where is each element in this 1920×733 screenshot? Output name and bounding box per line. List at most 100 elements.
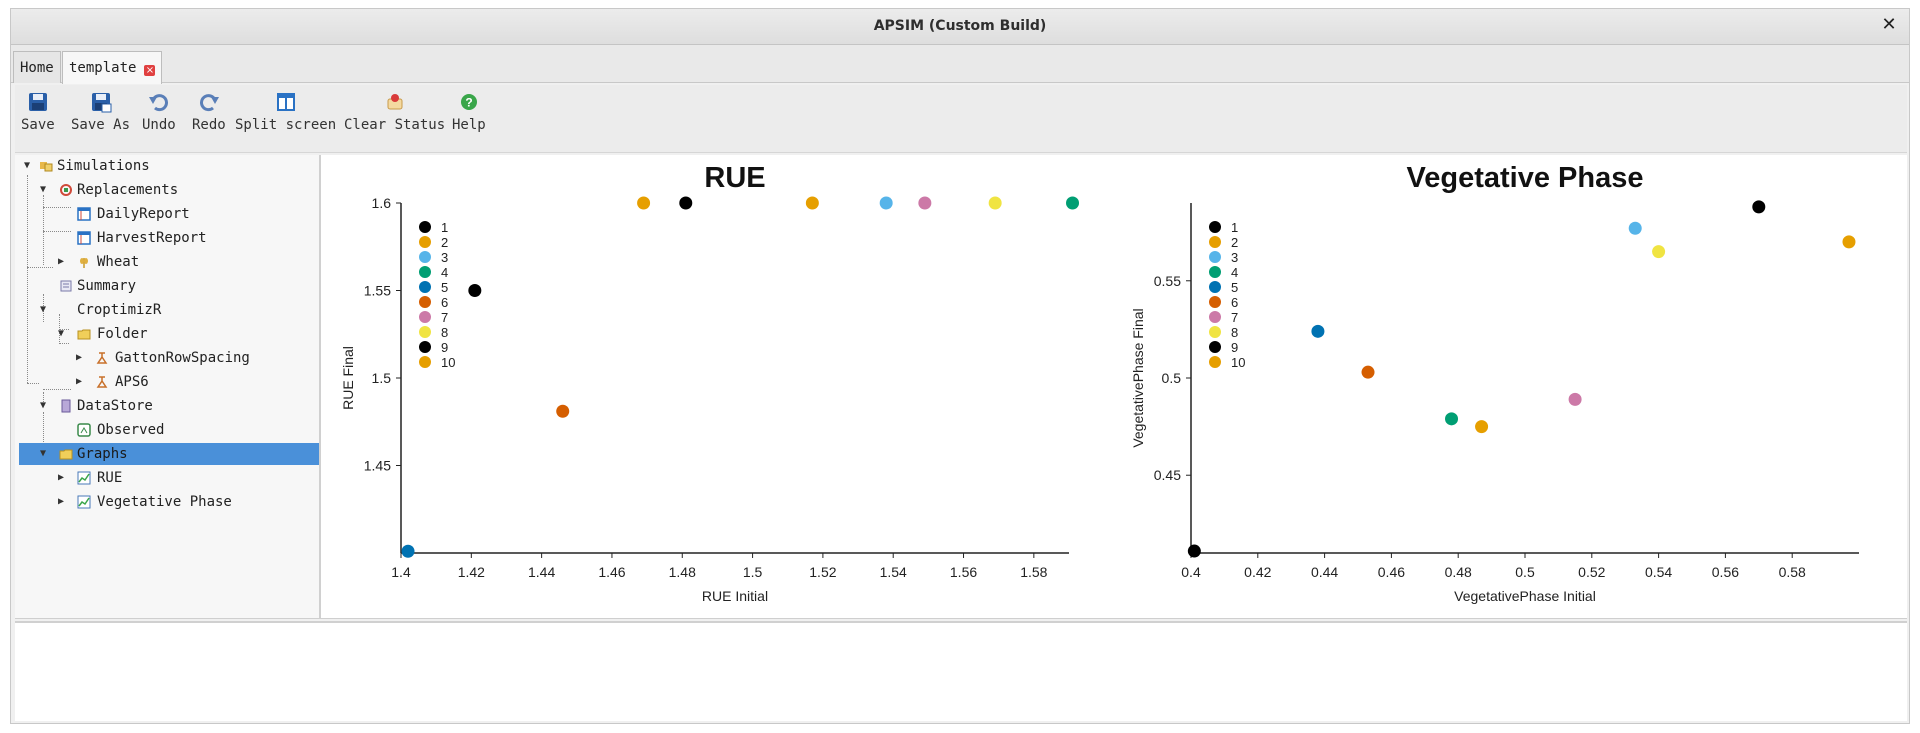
x-tick-label: 0.48 — [1445, 564, 1472, 580]
legend-marker — [1209, 356, 1221, 368]
x-tick-label: 1.4 — [391, 564, 411, 580]
save-icon — [28, 93, 47, 111]
collapsed-arrow-icon[interactable]: ▶ — [57, 496, 65, 507]
clear-status-button[interactable]: Clear Status — [344, 91, 445, 133]
expanded-arrow-icon[interactable]: ▼ — [39, 400, 47, 411]
data-point — [1752, 200, 1766, 214]
expanded-arrow-icon[interactable]: ▼ — [39, 304, 47, 315]
tree-node-dailyreport[interactable]: DailyReport — [15, 203, 319, 225]
expanded-arrow-icon[interactable]: ▼ — [23, 160, 31, 171]
x-tick-label: 1.42 — [458, 564, 485, 580]
x-tick-label: 0.4 — [1181, 564, 1201, 580]
legend-label: 7 — [441, 310, 448, 325]
tree-node-folder[interactable]: ▼ Folder — [15, 323, 319, 345]
y-tick-label: 1.5 — [372, 370, 392, 386]
tree-node-harvestreport[interactable]: HarvestReport — [15, 227, 319, 249]
tree-node-vegetative-phase[interactable]: ▶ Vegetative Phase — [15, 491, 319, 513]
legend-marker — [419, 236, 431, 248]
tree-node-summary[interactable]: Summary — [15, 275, 319, 297]
data-point — [805, 196, 819, 210]
save-as-button[interactable]: Save As — [71, 91, 130, 133]
tree-node-label: APS6 — [115, 374, 149, 390]
graphs-panel: RUE 1.4 1.42 1.44 1.46 1.48 1.5 1.52 1.54 1.56 1.5… — [321, 155, 1907, 618]
legend-label: 2 — [441, 235, 448, 250]
save-button[interactable]: Save — [21, 91, 55, 133]
tree-node-label: Wheat — [97, 254, 140, 270]
expanded-arrow-icon[interactable]: ▼ — [39, 184, 47, 195]
observed-icon — [77, 423, 91, 437]
graph-icon — [77, 495, 91, 509]
data-point — [1475, 420, 1489, 434]
window-title: APSIM (Custom Build) — [873, 18, 1047, 34]
title-bar[interactable]: APSIM (Custom Build) ✕ — [11, 9, 1909, 45]
legend-marker — [1209, 251, 1221, 263]
tab-home[interactable]: Home — [13, 51, 61, 83]
wheat-icon — [80, 258, 88, 268]
split-screen-button[interactable]: Split screen — [235, 91, 336, 133]
legend-marker — [419, 341, 431, 353]
folder-icon — [59, 449, 73, 460]
simulation-tree[interactable]: ▼ Simulations ▼ Replacements DailyReport… — [15, 155, 321, 618]
data-point — [879, 196, 893, 210]
undo-label: Undo — [142, 117, 176, 133]
x-tick-label: 1.54 — [880, 564, 907, 580]
simulations-icon — [40, 162, 53, 172]
x-tick-label: 0.52 — [1578, 564, 1605, 580]
redo-button[interactable]: Redo — [192, 91, 226, 133]
tree-node-gattonrowspacing[interactable]: ▶ GattonRowSpacing — [15, 347, 319, 369]
tab-strip: Home template × — [11, 45, 1909, 84]
expanded-arrow-icon[interactable]: ▼ — [39, 448, 47, 459]
legend-marker — [419, 296, 431, 308]
tree-node-graphs[interactable]: ▼ Graphs — [19, 443, 319, 465]
legend-label: 3 — [441, 250, 448, 265]
x-axis-label: VegetativePhase Initial — [1454, 588, 1596, 604]
split-screen-icon — [276, 93, 295, 111]
legend-label: 9 — [441, 340, 448, 355]
y-tick-label: 1.55 — [364, 283, 391, 299]
legend-marker — [1209, 236, 1221, 248]
collapsed-arrow-icon[interactable]: ▶ — [57, 472, 65, 483]
data-point — [988, 196, 1002, 210]
split-screen-label: Split screen — [235, 117, 337, 133]
replacements-icon — [60, 184, 72, 196]
tree-node-label: RUE — [97, 470, 123, 486]
legend-label: 10 — [441, 355, 455, 370]
y-tick-label: 0.45 — [1154, 467, 1181, 483]
legend-label: 10 — [1231, 355, 1245, 370]
summary-icon — [60, 280, 72, 292]
report-icon — [77, 231, 91, 245]
tree-node-rue[interactable]: ▶ RUE — [15, 467, 319, 489]
legend-label: 8 — [1231, 325, 1238, 340]
tree-node-observed[interactable]: Observed — [15, 419, 319, 441]
legend-label: 6 — [441, 295, 448, 310]
data-point — [1361, 365, 1375, 379]
collapsed-arrow-icon[interactable]: ▶ — [75, 352, 83, 363]
tab-home-label: Home — [20, 60, 54, 76]
save-as-label: Save As — [71, 117, 131, 133]
tree-node-aps6[interactable]: ▶ APS6 — [15, 371, 319, 393]
save-label: Save — [21, 117, 55, 133]
legend-label: 1 — [1231, 220, 1238, 235]
tree-node-croptimizr[interactable]: ▼ CroptimizR — [15, 299, 319, 321]
tree-node-label: Summary — [77, 278, 137, 294]
status-pane[interactable] — [15, 621, 1907, 721]
collapsed-arrow-icon[interactable]: ▶ — [57, 256, 65, 267]
collapsed-arrow-icon[interactable]: ▶ — [75, 376, 83, 387]
legend-marker — [419, 221, 431, 233]
x-tick-label: 1.5 — [743, 564, 763, 580]
redo-label: Redo — [192, 117, 226, 133]
undo-button[interactable]: Undo — [142, 91, 176, 133]
data-point — [1187, 544, 1201, 558]
tab-template[interactable]: template × — [62, 51, 163, 84]
expanded-arrow-icon[interactable]: ▼ — [57, 328, 65, 339]
help-button[interactable]: ? Help — [452, 91, 486, 133]
tree-node-replacements[interactable]: ▼ Replacements — [15, 179, 319, 201]
close-window-button[interactable]: ✕ — [1881, 14, 1897, 35]
tree-node-datastore[interactable]: ▼ DataStore — [15, 395, 319, 417]
y-tick-label: 1.6 — [372, 195, 392, 211]
x-tick-label: 0.56 — [1712, 564, 1739, 580]
tree-node-wheat[interactable]: ▶ Wheat — [15, 251, 319, 273]
data-point — [1842, 235, 1856, 249]
tree-node-simulations[interactable]: ▼ Simulations — [15, 155, 319, 177]
close-tab-icon[interactable]: × — [144, 65, 156, 76]
